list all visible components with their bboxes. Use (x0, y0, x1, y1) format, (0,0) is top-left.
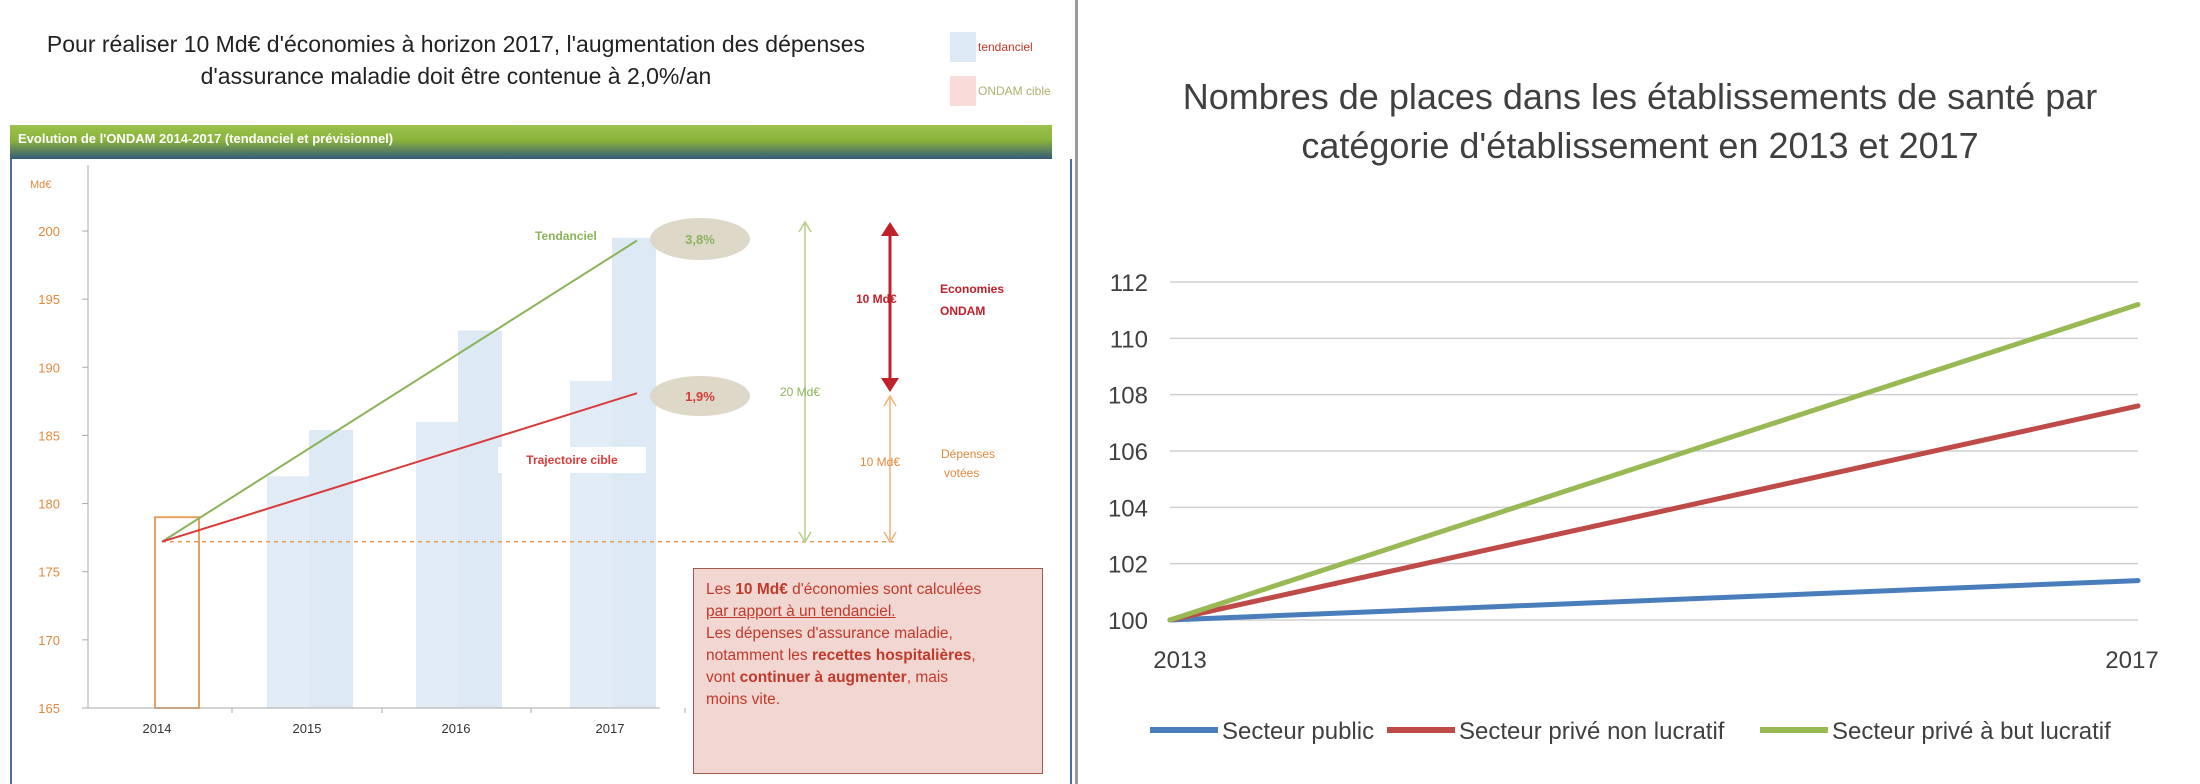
label-trajectoire-cible: Trajectoire cible (526, 453, 618, 467)
y-tick-label: 195 (38, 292, 60, 307)
bar-2014-outline (154, 516, 200, 710)
arrow-depenses-heads (883, 394, 897, 544)
note-text: Les (706, 581, 736, 598)
x-tick-label: 2015 (293, 721, 322, 736)
x-tick-label: 2014 (143, 721, 172, 736)
right-chart-title: Nombres de places dans les établissement… (1182, 76, 2098, 166)
chart-header-bar: Evolution de l'ONDAM 2014-2017 (tendanci… (10, 125, 1052, 159)
label-bg (498, 447, 646, 473)
note-text: vont (706, 669, 740, 686)
line-trajectoire-cible (161, 392, 638, 543)
note-bold-augmenter: continuer à augmenter (739, 669, 907, 686)
legend-label-ondam-cible: ONDAM cible (978, 84, 1051, 98)
ondam-panel: Pour réaliser 10 Md€ d'économies à horiz… (0, 0, 1078, 784)
note-bold-amount: 10 Md€ (735, 581, 788, 598)
note-text: notamment les (706, 647, 812, 664)
legend-label-tendanciel: tendanciel (978, 40, 1033, 54)
label-10md-depenses: 10 Md€ (860, 455, 900, 469)
arrow-20md-heads (798, 220, 812, 544)
bar-cible (570, 380, 614, 708)
bar-tendanciel (309, 429, 353, 708)
rate-cible: 1,9% (685, 389, 715, 404)
x-tick-label: 2017 (596, 721, 625, 736)
bar-cible (416, 421, 460, 708)
bubble-tendanciel (650, 218, 750, 260)
note-text: moins vite. (706, 691, 781, 708)
y-tick-label: 200 (38, 224, 60, 239)
label-economies-2: ONDAM (940, 304, 985, 318)
y-tick-label: 190 (38, 360, 60, 375)
note-text: , mais (906, 669, 949, 686)
y-tick-label: 170 (38, 633, 60, 648)
bubble-cible (650, 376, 750, 416)
label-depenses-1: Dépenses (941, 447, 995, 461)
bar-tendanciel (458, 330, 502, 708)
x-tick-label: 2016 (442, 721, 471, 736)
label-tendanciel: Tendanciel (535, 229, 597, 243)
ondam-chart: 165 170 175 180 185 190 195 200 Md€ 2014 2015 2016 2… (30, 165, 1004, 736)
y-axis-unit: Md€ (30, 179, 51, 191)
note-bold-recettes: recettes hospitalières (811, 647, 972, 664)
legend-swatch-ondam-cible (950, 76, 976, 106)
chart-frame (10, 159, 1072, 784)
label-economies-1: Economies (940, 282, 1004, 296)
y-tick-label: 175 (38, 565, 60, 580)
rate-tendanciel: 3,8% (685, 232, 715, 247)
note-text: d'économies sont calculées (787, 581, 982, 598)
main-title: Pour réaliser 10 Md€ d'économies à horiz… (46, 31, 866, 89)
note-text: Les dépenses d'assurance maladie, (706, 625, 953, 642)
note-box: Les 10 Md€ d'économies sont calculées pa… (693, 568, 1043, 774)
y-tick-label: 185 (38, 428, 60, 443)
y-tick-label: 165 (38, 701, 60, 716)
y-tick-label: 180 (38, 497, 60, 512)
note-underlined: par rapport à un tendanciel. (706, 603, 896, 620)
label-20md: 20 Md€ (780, 385, 820, 399)
note-comma: , (971, 647, 976, 664)
line-tendanciel (161, 239, 638, 543)
bar-cible (267, 476, 311, 708)
label-depenses-2: votées (944, 466, 979, 480)
label-10md-economies: 10 Md€ (856, 292, 897, 306)
legend-swatch-tendanciel (950, 32, 976, 62)
